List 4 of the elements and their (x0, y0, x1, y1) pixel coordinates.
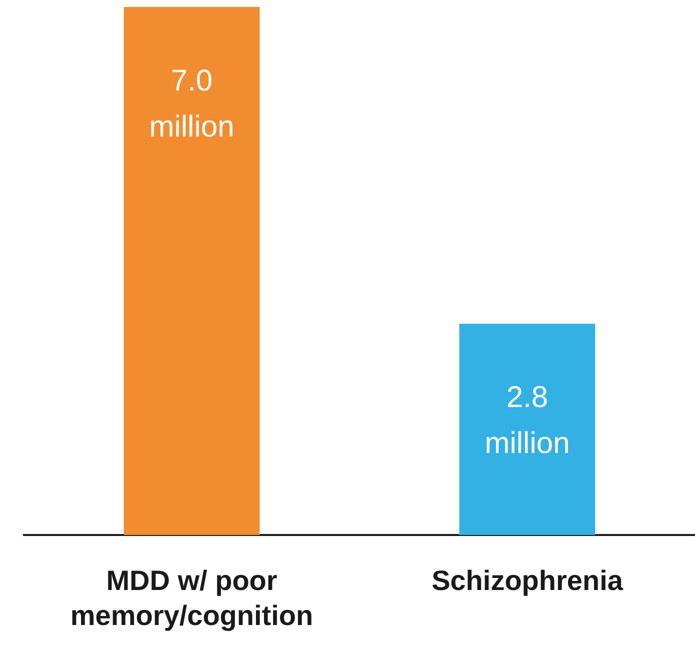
data-label: 2.8 million (484, 381, 570, 460)
x-tick-label: Schizophrenia (432, 565, 624, 596)
x-tick-label: MDD w/ poor memory/cognition (70, 565, 314, 632)
data-label: 7.0 million (149, 64, 234, 144)
